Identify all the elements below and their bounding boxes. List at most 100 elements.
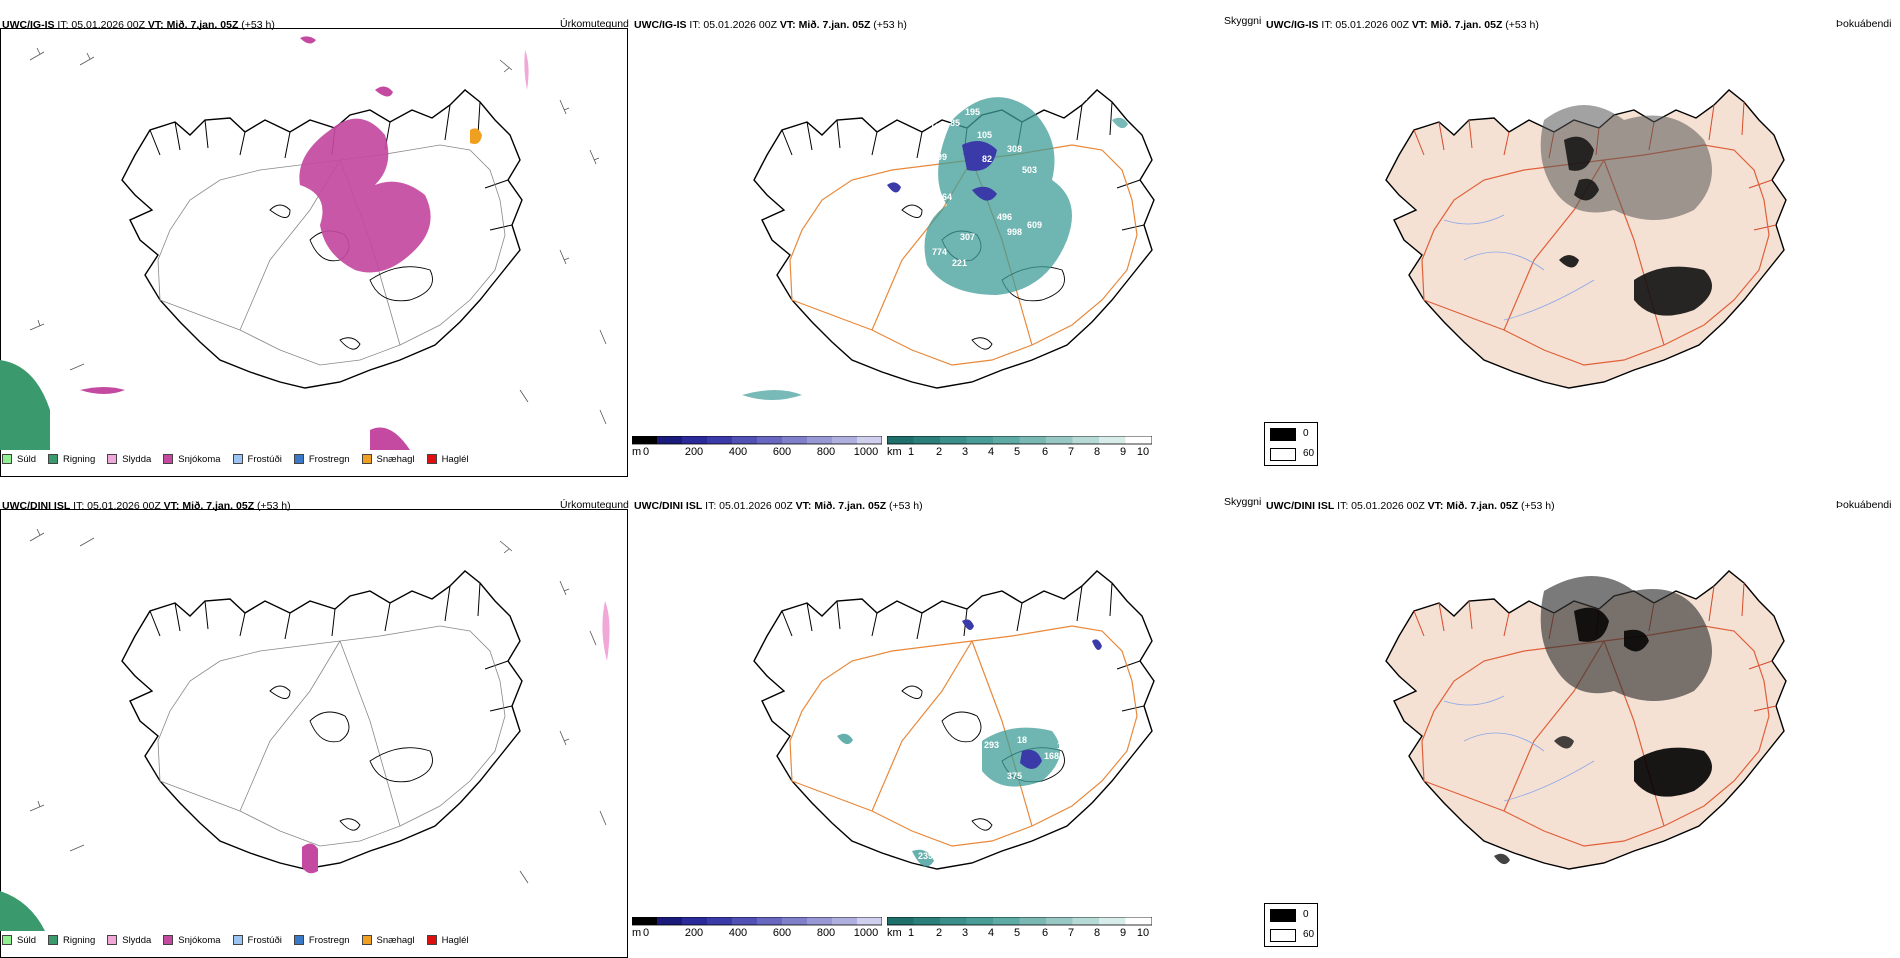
legend-item: Frostregn	[293, 935, 350, 946]
panel-field-label: Skyggni	[1224, 496, 1262, 508]
svg-text:308: 308	[1007, 144, 1022, 154]
legend-swatch	[293, 454, 304, 464]
svg-text:168: 168	[1044, 751, 1059, 761]
tick-label: 0	[642, 446, 650, 458]
panel-field-label: Úrkomutegund	[560, 499, 629, 511]
tick-label: 400	[728, 446, 748, 458]
precip-type-legend: Súld Rigning Slydda Snjókoma Frostúði Fr…	[2, 448, 481, 470]
tick-label: 800	[816, 927, 836, 939]
panel-ig-visibility: UWC/IG-IS IT: 05.01.2026 00Z VT: Mið. 7.…	[632, 12, 1262, 477]
tick-label: 600	[772, 927, 792, 939]
svg-text:221: 221	[952, 258, 967, 268]
panel-field-label: Úrkomutegund	[560, 18, 629, 30]
panel-title: UWC/IG-IS IT: 05.01.2026 00Z VT: Mið. 7.…	[1266, 19, 1539, 31]
tick-label: 9	[1119, 927, 1127, 939]
tick-label: 8	[1093, 927, 1101, 939]
low-visibility-area	[924, 97, 1072, 295]
panel-dini-fog: UWC/DINI ISL IT: 05.01.2026 00Z VT: Mið.…	[1264, 493, 1894, 958]
legend-item: Frostregn	[293, 454, 350, 465]
tick-label: 1000	[853, 446, 879, 458]
panel-ig-fog: UWC/IG-IS IT: 05.01.2026 00Z VT: Mið. 7.…	[1264, 12, 1894, 477]
fog-swatch-white	[1270, 929, 1296, 942]
map-frame	[0, 28, 628, 477]
fog-label: 0	[1303, 909, 1309, 920]
tick-label: 1000	[853, 927, 879, 939]
tick-label: 3	[961, 927, 969, 939]
fog-label: 60	[1303, 448, 1315, 459]
tick-label: 9	[1119, 446, 1127, 458]
svg-text:503: 503	[1022, 165, 1037, 175]
svg-text:307: 307	[960, 232, 975, 242]
svg-text:831: 831	[1072, 92, 1087, 102]
tick-label: 2	[935, 927, 943, 939]
svg-text:82: 82	[982, 154, 992, 164]
wind-barbs	[29, 47, 607, 425]
tick-label: 5	[1013, 446, 1021, 458]
ceiling-unit: m	[632, 927, 642, 939]
panel-title: UWC/DINI ISL IT: 05.01.2026 00Z VT: Mið.…	[634, 500, 923, 512]
fog-swatch-black	[1270, 909, 1296, 922]
ceiling-colorbar-gradient	[632, 436, 882, 445]
ceiling-unit: m	[632, 446, 642, 458]
panel-field-label: Þokuábendi	[1836, 18, 1892, 30]
panel-dini-precip-type: UWC/DINI ISL IT: 05.01.2026 00Z VT: Mið.…	[0, 493, 630, 958]
legend-swatch	[107, 935, 118, 945]
tick-label: 800	[816, 446, 836, 458]
legend-item: Haglél	[426, 935, 469, 946]
fog-label: 60	[1303, 929, 1315, 940]
tick-label: 10	[1136, 446, 1150, 458]
svg-text:199: 199	[932, 152, 947, 162]
fog-legend: 0 60	[1264, 422, 1318, 466]
legend-swatch	[163, 454, 174, 464]
visibility-colorbar-gradient	[887, 917, 1152, 926]
legend-swatch	[107, 454, 118, 464]
tick-label: 200	[684, 927, 704, 939]
ceiling-colorbar: m 0 200 400 600 800 1000	[632, 917, 882, 941]
legend-item: Rigning	[48, 454, 95, 465]
legend-item: Snjókoma	[163, 454, 221, 465]
legend-item: Slydda	[107, 935, 151, 946]
snow-area	[299, 118, 431, 273]
panel-dini-visibility: UWC/DINI ISL IT: 05.01.2026 00Z VT: Mið.…	[632, 493, 1262, 958]
fog-map	[1385, 89, 1787, 389]
legend-swatch	[48, 454, 59, 464]
panel-field-label: Skyggni	[1224, 15, 1262, 27]
svg-text:774: 774	[932, 247, 947, 257]
panel-title: UWC/IG-IS IT: 05.01.2026 00Z VT: Mið. 7.…	[634, 19, 907, 31]
visibility-colorbar-gradient	[887, 436, 1152, 445]
visibility-map: 293 18 375 168 239 172	[753, 570, 1155, 870]
visibility-colorbar: km 1 2 3 4 5 6 7 8 9 10	[887, 436, 1152, 460]
svg-text:192: 192	[930, 122, 945, 132]
fog-glacier-area	[1634, 747, 1712, 797]
svg-text:195: 195	[965, 107, 980, 117]
legend-swatch	[2, 935, 12, 945]
tick-label: 8	[1093, 446, 1101, 458]
panel-ig-precip-type: UWC/IG-IS IT: 05.01.2026 00Z VT: Mið. 7.…	[0, 12, 630, 477]
legend-item: Slydda	[107, 454, 151, 465]
tick-label: 5	[1013, 927, 1021, 939]
legend-swatch	[48, 935, 59, 945]
svg-text:239: 239	[918, 851, 933, 861]
panel-title: UWC/DINI ISL IT: 05.01.2026 00Z VT: Mið.…	[1266, 500, 1555, 512]
svg-text:172: 172	[1057, 741, 1072, 751]
svg-text:264: 264	[937, 192, 952, 202]
legend-item: Frostúði	[232, 935, 282, 946]
visibility-map: 195 85 105 192 308 82 199 503 264 496 99…	[742, 89, 1155, 400]
legend-item: Rigning	[48, 935, 95, 946]
tick-label: 10	[1136, 927, 1150, 939]
svg-text:117: 117	[854, 217, 869, 227]
visibility-colorbar: km 1 2 3 4 5 6 7 8 9 10	[887, 917, 1152, 941]
fog-map	[1385, 570, 1787, 870]
fog-glacier-area	[1634, 266, 1712, 316]
tick-label: 6	[1041, 446, 1049, 458]
panel-field-label: Þokuábendi	[1836, 499, 1892, 511]
ceiling-labels: 195 85 105 192 308 82 199 503 264 496 99…	[854, 92, 1087, 268]
fog-label: 0	[1303, 428, 1309, 439]
legend-item: Súld	[2, 454, 36, 465]
tick-label: 1	[907, 446, 915, 458]
fog-swatch-white	[1270, 448, 1296, 461]
legend-item: Snæhagl	[361, 454, 415, 465]
legend-swatch	[163, 935, 174, 945]
wind-barbs	[29, 528, 607, 884]
svg-text:375: 375	[1007, 771, 1022, 781]
